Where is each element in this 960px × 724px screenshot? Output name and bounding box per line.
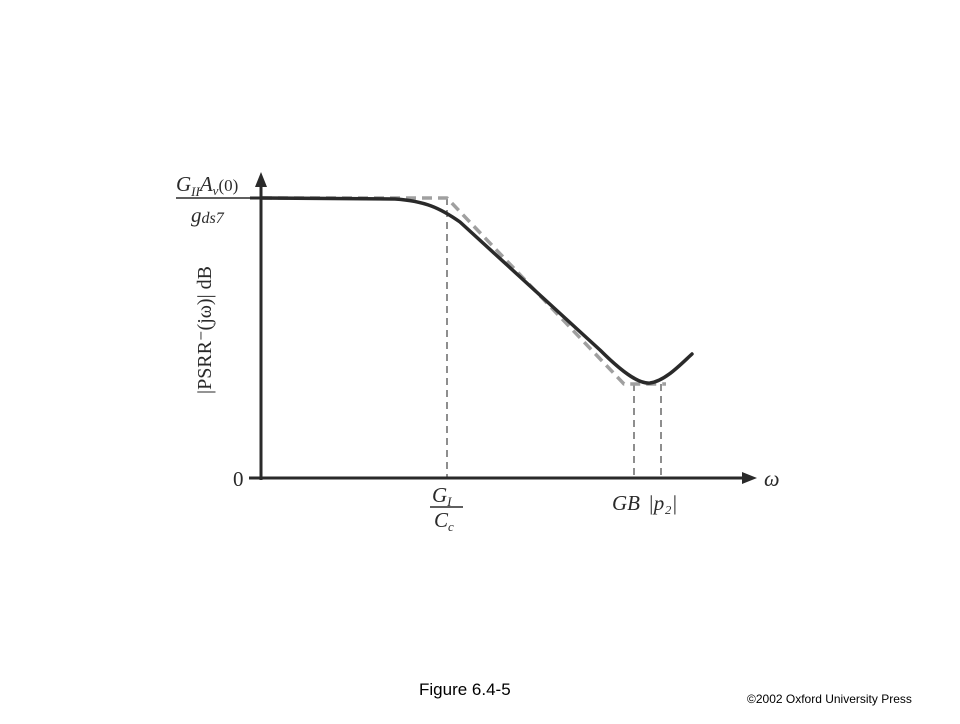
x-breakpoint-p2: |p₂| xyxy=(648,491,677,515)
copyright-notice: ©2002 Oxford University Press xyxy=(747,692,912,706)
figure-caption: Figure 6.4-5 xyxy=(419,680,511,699)
x-breakpoint-1-numerator: GI xyxy=(432,483,452,509)
y-origin-label: 0 xyxy=(233,467,244,491)
psrr-curve xyxy=(260,196,694,385)
y-level-numerator: GIIAv(0) xyxy=(176,172,238,199)
x-breakpoint-gb: GB xyxy=(612,491,640,515)
x-breakpoint-1-denominator: Cc xyxy=(434,508,454,534)
y-level-denominator: gds7 xyxy=(191,203,225,227)
y-axis-arrowhead xyxy=(255,172,267,187)
x-axis-symbol: ω xyxy=(764,466,780,491)
x-axis-arrowhead xyxy=(742,472,757,484)
y-axis-label: |PSRR⁻(jω)| dB xyxy=(194,266,216,394)
